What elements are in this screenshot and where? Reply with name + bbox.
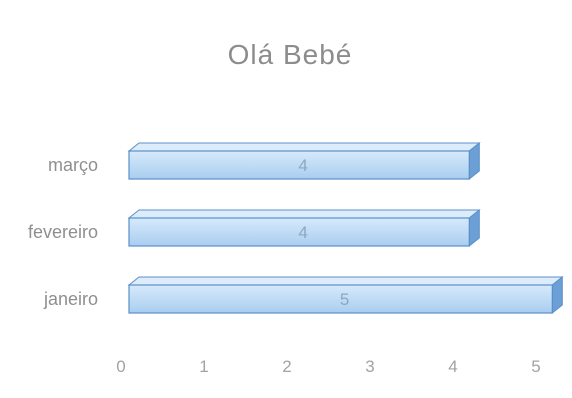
bar-fevereiro: 4 (127, 208, 481, 248)
bar-top-face (127, 276, 564, 286)
x-tick-label: 4 (448, 357, 457, 376)
category-label: fevereiro (28, 222, 98, 242)
chart-title: Olá Bebé (228, 39, 353, 70)
bar-janeiro: 5 (127, 275, 564, 315)
x-tick-label: 5 (531, 357, 540, 376)
x-tick-label: 1 (199, 357, 208, 376)
bar-março: 4 (127, 141, 481, 181)
bar-front-face (128, 150, 470, 180)
x-tick-label: 3 (365, 357, 374, 376)
bar-top-face (127, 209, 481, 219)
data-label: 5 (340, 290, 349, 309)
category-label: março (48, 155, 98, 175)
data-label: 4 (298, 156, 307, 175)
x-tick-label: 2 (282, 357, 291, 376)
bars-group: 4 4 5 (127, 141, 564, 315)
data-label: 4 (298, 223, 307, 242)
bar-front-face (128, 284, 553, 314)
category-label: janeiro (43, 289, 98, 309)
x-tick-label: 0 (116, 357, 125, 376)
bar-front-face (128, 217, 470, 247)
bar-top-face (127, 142, 481, 152)
category-labels: março fevereiro janeiro (28, 155, 98, 309)
x-axis-ticks: 0 1 2 3 4 5 (116, 357, 540, 376)
